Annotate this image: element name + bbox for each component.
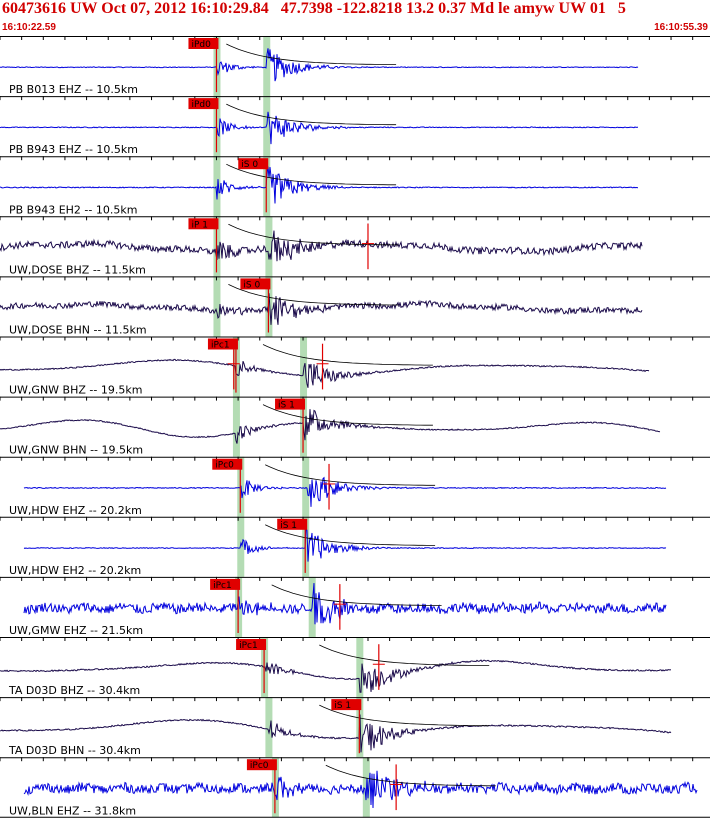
pick-label-box bbox=[188, 98, 219, 110]
travel-time-curve bbox=[265, 464, 436, 486]
pick-label: iPc0 bbox=[250, 761, 269, 771]
pick-label: iPc1 bbox=[239, 641, 258, 651]
pick-label: iPc1 bbox=[211, 341, 230, 351]
pick-band bbox=[300, 336, 308, 397]
trace-panel: iS 1 UW,HDW EH2 -- 20.2km bbox=[0, 516, 710, 577]
station-label: UW,HDW EH2 -- 20.2km bbox=[9, 564, 141, 577]
station-label: UW,GNW BHZ -- 19.5km bbox=[9, 384, 142, 397]
station-label: TA D03D BHN -- 30.4km bbox=[8, 744, 141, 757]
pick-label: iS 0 bbox=[241, 160, 258, 170]
station-label: TA D03D BHZ -- 30.4km bbox=[8, 684, 140, 697]
start-time-label: 16:10:22.59 bbox=[2, 22, 56, 33]
waveform-trace bbox=[23, 583, 667, 625]
trace-panel: iPd0 PB B943 EHZ -- 10.5km bbox=[0, 96, 710, 157]
waveform-trace bbox=[0, 659, 672, 693]
waveform-trace bbox=[0, 48, 639, 82]
waveform-trace bbox=[23, 476, 667, 507]
header-bar: 60473616 UW Oct 07, 2012 16:10:29.84 47.… bbox=[0, 0, 710, 36]
pick-label-box bbox=[188, 38, 219, 49]
pick-label: iPd0 bbox=[191, 40, 211, 50]
station-label: UW,GMW EHZ -- 21.5km bbox=[9, 624, 143, 637]
pick-label-box bbox=[188, 218, 219, 230]
station-label: UW,GNW BHN -- 19.5km bbox=[9, 444, 143, 457]
pick-label-box bbox=[331, 699, 362, 711]
pick-label-box bbox=[207, 338, 238, 350]
pick-label: iP 1 bbox=[191, 220, 208, 230]
waveform-trace bbox=[0, 714, 672, 753]
waveform-trace bbox=[23, 770, 698, 809]
travel-time-curve bbox=[262, 344, 433, 366]
pick-label-box bbox=[236, 639, 267, 650]
travel-time-curve bbox=[265, 524, 436, 546]
trace-panel: iPc1 UW,GNW BHZ -- 19.5km bbox=[0, 336, 710, 397]
pick-band bbox=[213, 276, 221, 337]
pick-label-box bbox=[212, 458, 243, 470]
pick-label-box bbox=[210, 578, 241, 590]
travel-time-curve bbox=[226, 163, 397, 186]
travel-time-curve bbox=[262, 404, 433, 426]
waveform-trace bbox=[0, 409, 661, 444]
seismogram-plot: iPd0 PB B013 EHZ -- 10.5km iPd0 PB B943 EHZ… bbox=[0, 36, 710, 818]
pick-label: iS 1 bbox=[280, 521, 297, 531]
pick-band bbox=[302, 456, 310, 517]
pick-label-box bbox=[238, 158, 269, 170]
pick-label-box bbox=[275, 398, 306, 410]
trace-panel: iPc1 UW,GMW EHZ -- 21.5km bbox=[0, 576, 710, 637]
trace-panel: iPc1 TA D03D BHZ -- 30.4km bbox=[0, 637, 710, 698]
waveform-trace bbox=[0, 111, 638, 145]
waveform-trace bbox=[0, 293, 643, 325]
station-label: UW,DOSE BHN -- 11.5km bbox=[9, 324, 147, 337]
event-title: 60473616 UW Oct 07, 2012 16:10:29.84 47.… bbox=[2, 0, 626, 17]
pick-band bbox=[237, 516, 245, 577]
travel-time-curve bbox=[228, 284, 399, 306]
trace-panel: iPc0 UW,HDW EHZ -- 20.2km bbox=[0, 456, 710, 517]
travel-time-curve bbox=[228, 223, 399, 246]
waveform-trace bbox=[0, 166, 639, 204]
pick-label-box bbox=[240, 278, 271, 290]
pick-label: iS 0 bbox=[243, 280, 260, 290]
pick-label: iPc0 bbox=[215, 461, 234, 471]
travel-time-curve bbox=[319, 704, 490, 727]
travel-time-curve bbox=[226, 103, 397, 126]
pick-label: iPc1 bbox=[213, 581, 232, 591]
travel-time-curve bbox=[226, 43, 397, 65]
station-label: PB B943 EHZ -- 10.5km bbox=[9, 143, 138, 156]
trace-panel: iS 1 UW,GNW BHN -- 19.5km bbox=[0, 396, 710, 457]
travel-time-curve bbox=[325, 764, 496, 787]
trace-panel: iPc0 UW,BLN EHZ -- 31.8km bbox=[0, 757, 710, 818]
waveform-trace bbox=[0, 230, 643, 262]
station-label: UW,BLN EHZ -- 31.8km bbox=[9, 804, 136, 817]
trace-panel: iS 1 TA D03D BHN -- 30.4km bbox=[0, 697, 710, 757]
trace-panel: iPd0 PB B013 EHZ -- 10.5km bbox=[0, 36, 710, 97]
pick-band bbox=[263, 36, 271, 97]
pick-label-box bbox=[246, 759, 277, 771]
end-time-label: 16:10:55.39 bbox=[654, 22, 708, 33]
pick-band bbox=[265, 216, 273, 277]
station-label: UW,HDW EHZ -- 20.2km bbox=[9, 504, 142, 517]
station-label: UW,DOSE BHZ -- 11.5km bbox=[9, 263, 146, 276]
waveform-trace bbox=[23, 526, 667, 562]
station-label: PB B943 EH2 -- 10.5km bbox=[9, 203, 137, 216]
pick-label: iS 1 bbox=[334, 701, 351, 711]
travel-time-curve bbox=[319, 644, 490, 666]
travel-time-curve bbox=[271, 584, 442, 606]
trace-panel: iP 1 UW,DOSE BHZ -- 11.5km bbox=[0, 216, 710, 277]
pick-label: iPd0 bbox=[191, 100, 211, 110]
pick-band bbox=[265, 697, 273, 758]
pick-label-box bbox=[277, 518, 308, 530]
trace-panel: iS 0 PB B943 EH2 -- 10.5km bbox=[0, 156, 710, 216]
pick-band bbox=[356, 637, 364, 698]
pick-band bbox=[213, 156, 221, 217]
station-label: PB B013 EHZ -- 10.5km bbox=[9, 83, 138, 96]
waveform-trace bbox=[0, 358, 650, 388]
pick-label: iS 1 bbox=[278, 401, 295, 411]
pick-band bbox=[232, 396, 240, 457]
trace-panel: iS 0 UW,DOSE BHN -- 11.5km bbox=[0, 276, 710, 337]
